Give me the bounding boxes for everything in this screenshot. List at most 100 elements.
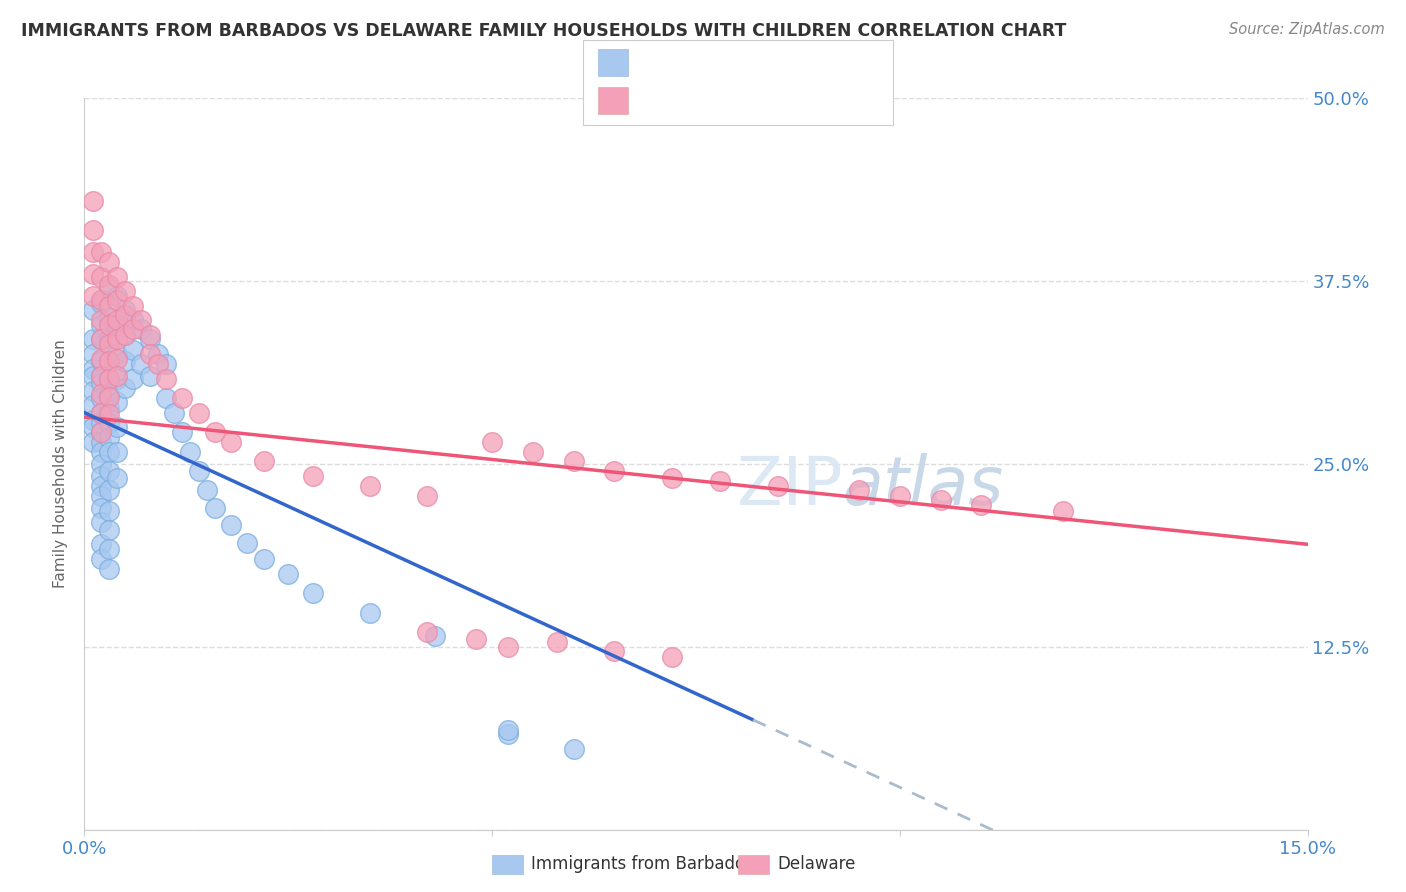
Text: -0.398: -0.398 [676, 54, 735, 71]
Text: ZIP: ZIP [737, 453, 842, 519]
Point [236, 536, 259, 550]
Point [122, 372, 145, 386]
Point [1052, 503, 1074, 517]
Text: R =: R = [637, 92, 673, 110]
Point [105, 351, 128, 366]
Point [90, 434, 112, 449]
Point [82, 303, 104, 318]
Point [90, 416, 112, 430]
Text: Delaware: Delaware [778, 855, 856, 873]
Point [97, 464, 120, 478]
Text: IMMIGRANTS FROM BARBADOS VS DELAWARE FAMILY HOUSEHOLDS WITH CHILDREN CORRELATION: IMMIGRANTS FROM BARBADOS VS DELAWARE FAM… [21, 22, 1067, 40]
Point [661, 471, 683, 485]
Point [277, 566, 299, 581]
Point [498, 727, 520, 741]
Point [90, 406, 112, 420]
Point [138, 347, 160, 361]
Point [359, 479, 381, 493]
Point [90, 293, 112, 307]
Point [90, 457, 112, 471]
Point [105, 395, 128, 409]
Point [301, 585, 323, 599]
Point [114, 328, 136, 343]
Point [82, 434, 104, 449]
Point [97, 299, 120, 313]
Text: -0.264: -0.264 [676, 92, 735, 110]
Point [187, 464, 209, 478]
Point [219, 434, 242, 449]
Text: Immigrants from Barbados: Immigrants from Barbados [531, 855, 755, 873]
Point [82, 369, 104, 384]
Point [105, 420, 128, 434]
Point [105, 333, 128, 347]
Point [97, 354, 120, 368]
Point [90, 479, 112, 493]
Point [848, 483, 870, 498]
Point [131, 313, 153, 327]
Point [562, 742, 585, 756]
Point [82, 413, 104, 427]
Point [603, 464, 626, 478]
Point [82, 244, 104, 259]
Point [97, 255, 120, 269]
Point [766, 479, 789, 493]
Point [97, 281, 120, 295]
Point [138, 369, 160, 384]
Point [90, 269, 112, 284]
Point [82, 347, 104, 361]
Text: N =: N = [766, 92, 803, 110]
Point [82, 361, 104, 376]
Text: atlas: atlas [842, 453, 1004, 519]
Point [146, 347, 169, 361]
Point [889, 489, 911, 503]
Point [90, 445, 112, 459]
Point [122, 322, 145, 336]
Point [416, 489, 439, 503]
Point [97, 333, 120, 347]
Point [97, 354, 120, 368]
Point [90, 351, 112, 366]
Point [172, 391, 194, 405]
Text: 67: 67 [806, 92, 828, 110]
Point [90, 369, 112, 384]
Point [82, 333, 104, 347]
Point [105, 471, 128, 485]
Point [97, 318, 120, 332]
Point [114, 284, 136, 298]
Text: 84: 84 [806, 54, 828, 71]
Point [105, 313, 128, 327]
Point [82, 194, 104, 208]
Point [97, 562, 120, 576]
Point [114, 303, 136, 318]
Point [90, 489, 112, 503]
Point [82, 267, 104, 281]
Point [90, 313, 112, 327]
Point [138, 328, 160, 343]
Point [82, 398, 104, 412]
Point [90, 406, 112, 420]
Point [82, 223, 104, 237]
Point [90, 516, 112, 530]
Point [97, 445, 120, 459]
Point [603, 644, 626, 658]
Point [105, 269, 128, 284]
Point [97, 310, 120, 325]
Y-axis label: Family Households with Children: Family Households with Children [53, 340, 69, 588]
Point [114, 354, 136, 368]
Point [97, 372, 120, 386]
Point [195, 483, 218, 498]
Point [131, 357, 153, 371]
Point [562, 454, 585, 468]
Point [97, 337, 120, 351]
Point [97, 483, 120, 498]
Point [522, 445, 544, 459]
Point [301, 468, 323, 483]
Point [97, 541, 120, 556]
Point [97, 372, 120, 386]
Point [661, 649, 683, 664]
Point [97, 430, 120, 444]
Point [90, 386, 112, 401]
Point [105, 293, 128, 307]
Point [122, 299, 145, 313]
Point [146, 357, 169, 371]
